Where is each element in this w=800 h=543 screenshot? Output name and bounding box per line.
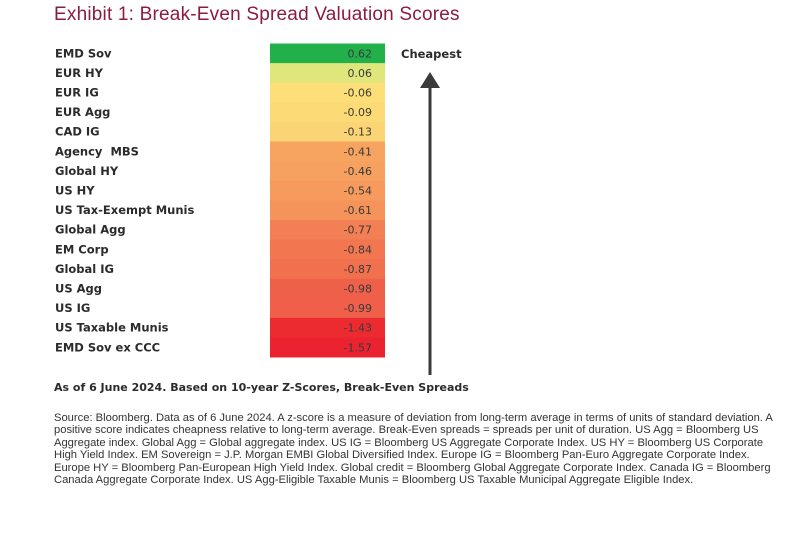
value-label: -0.84 (344, 243, 372, 256)
score-cell (270, 239, 385, 260)
category-label: EM Corp (55, 242, 109, 256)
table-row: US IG -0.99 (55, 298, 385, 319)
category-label: EMD Sov (55, 46, 112, 60)
table-row: US HY -0.54 (55, 180, 385, 201)
score-cell (270, 161, 385, 182)
score-cell (270, 200, 385, 221)
value-label: -0.99 (344, 302, 372, 315)
value-label: 0.06 (348, 67, 373, 80)
table-row: Global HY -0.46 (55, 161, 385, 182)
value-label: -0.54 (344, 185, 372, 198)
category-label: EUR HY (55, 66, 104, 80)
table-row: EUR Agg -0.09 (55, 102, 385, 123)
score-cell (270, 180, 385, 201)
source-note: Source: Bloomberg. Data as of 6 June 202… (54, 412, 773, 487)
table-row: EUR IG -0.06 (55, 82, 385, 103)
chart-title: Exhibit 1: Break-Even Spread Valuation S… (54, 4, 460, 25)
value-label: -0.87 (344, 263, 372, 276)
score-cell (270, 317, 385, 338)
chart-subtitle: As of 6 June 2024. Based on 10-year Z-Sc… (54, 381, 469, 394)
category-label: EUR IG (55, 86, 99, 100)
value-label: -0.77 (344, 224, 372, 237)
table-row: US Agg -0.98 (55, 278, 385, 299)
table-row: Global IG -0.87 (55, 259, 385, 280)
category-label: US HY (55, 184, 95, 198)
score-cell (270, 219, 385, 240)
valuation-chart: EMD Sov 0.62 EUR HY 0.06 EUR IG -0.06 EUR Agg -… (55, 43, 462, 375)
table-row: Global Agg -0.77 (55, 219, 385, 240)
category-label: EUR Agg (55, 105, 110, 119)
score-cell (270, 278, 385, 299)
value-label: -0.61 (344, 204, 372, 217)
score-cell (270, 337, 385, 358)
category-label: Global HY (55, 164, 119, 178)
category-label: Agency MBS (55, 144, 139, 158)
category-label: US Agg (55, 282, 102, 296)
score-cell (270, 63, 385, 84)
category-label: US IG (55, 301, 90, 315)
value-label: -0.06 (344, 87, 372, 100)
value-label: -1.43 (344, 322, 372, 335)
chart-rows: EMD Sov 0.62 EUR HY 0.06 EUR IG -0.06 EUR Agg -… (55, 43, 385, 358)
value-label: -0.98 (344, 283, 372, 296)
cheapest-label: Cheapest (401, 47, 462, 61)
category-label: Global Agg (55, 223, 126, 237)
value-label: -0.13 (344, 126, 372, 139)
table-row: US Tax-Exempt Munis -0.61 (55, 200, 385, 221)
value-label: 0.62 (348, 47, 373, 60)
category-label: CAD IG (55, 125, 100, 139)
cheapest-arrow (420, 72, 440, 375)
value-label: -1.57 (344, 341, 372, 354)
score-cell (270, 43, 385, 64)
table-row: EM Corp -0.84 (55, 239, 385, 260)
category-label: US Tax-Exempt Munis (55, 203, 194, 217)
category-label: US Taxable Munis (55, 321, 169, 335)
category-label: Global IG (55, 262, 114, 276)
score-cell (270, 298, 385, 319)
score-cell (270, 121, 385, 142)
table-row: CAD IG -0.13 (55, 121, 385, 142)
table-row: EUR HY 0.06 (55, 63, 385, 84)
table-row: EMD Sov ex CCC -1.57 (55, 337, 385, 358)
score-cell (270, 141, 385, 162)
category-label: EMD Sov ex CCC (55, 340, 160, 354)
score-cell (270, 82, 385, 103)
score-cell (270, 102, 385, 123)
table-row: Agency MBS -0.41 (55, 141, 385, 162)
arrow-head (420, 72, 440, 88)
value-label: -0.41 (344, 145, 372, 158)
table-row: US Taxable Munis -1.43 (55, 317, 385, 338)
table-row: EMD Sov 0.62 (55, 43, 385, 64)
score-cell (270, 259, 385, 280)
value-label: -0.09 (344, 106, 372, 119)
value-label: -0.46 (344, 165, 372, 178)
